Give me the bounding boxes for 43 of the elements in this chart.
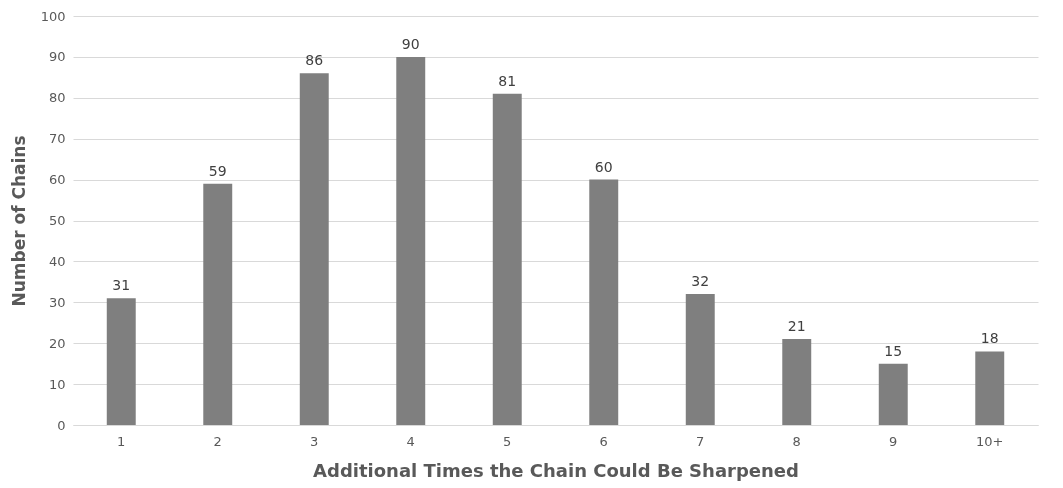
y-tick-label: 60 (48, 172, 66, 188)
data-label: 18 (980, 330, 999, 347)
data-label: 60 (594, 158, 613, 175)
x-tick-label: 10+ (976, 433, 1004, 449)
y-tick-label: 80 (48, 90, 66, 106)
data-label: 86 (305, 52, 324, 69)
x-axis-title: Additional Times the Chain Could Be Sharpened (313, 459, 799, 481)
bar (299, 73, 329, 425)
bar (782, 339, 812, 425)
y-tick-label: 70 (48, 131, 66, 147)
y-tick-label: 90 (48, 49, 66, 65)
bar (975, 351, 1005, 425)
y-tick-label: 40 (48, 253, 66, 269)
bar (589, 179, 619, 425)
y-tick-label: 20 (48, 335, 66, 351)
x-tick-label: 8 (792, 433, 801, 449)
bar (396, 56, 426, 425)
data-label: 90 (401, 35, 420, 52)
data-label: 59 (208, 162, 227, 179)
bar (492, 93, 522, 425)
data-label: 21 (787, 318, 806, 335)
x-tick-label: 3 (310, 433, 319, 449)
data-label: 31 (112, 277, 131, 294)
bar (203, 183, 233, 425)
y-axis-title: Number of Chains (8, 135, 29, 307)
y-tick-label: 0 (57, 417, 66, 433)
y-tick-label: 30 (48, 294, 66, 310)
y-tick-label: 10 (48, 376, 66, 392)
x-tick-label: 5 (503, 433, 512, 449)
bar (685, 294, 715, 425)
y-tick-label: 100 (40, 8, 66, 24)
x-tick-label: 1 (117, 433, 126, 449)
data-label: 15 (884, 342, 903, 359)
data-label: 81 (498, 72, 517, 89)
bar (878, 363, 908, 425)
x-tick-label: 7 (696, 433, 705, 449)
x-tick-label: 9 (889, 433, 898, 449)
data-label: 32 (691, 273, 710, 290)
bar (106, 298, 136, 425)
x-tick-label: 4 (406, 433, 415, 449)
x-tick-label: 2 (213, 433, 222, 449)
x-tick-label: 6 (599, 433, 608, 449)
y-tick-label: 50 (48, 213, 66, 228)
